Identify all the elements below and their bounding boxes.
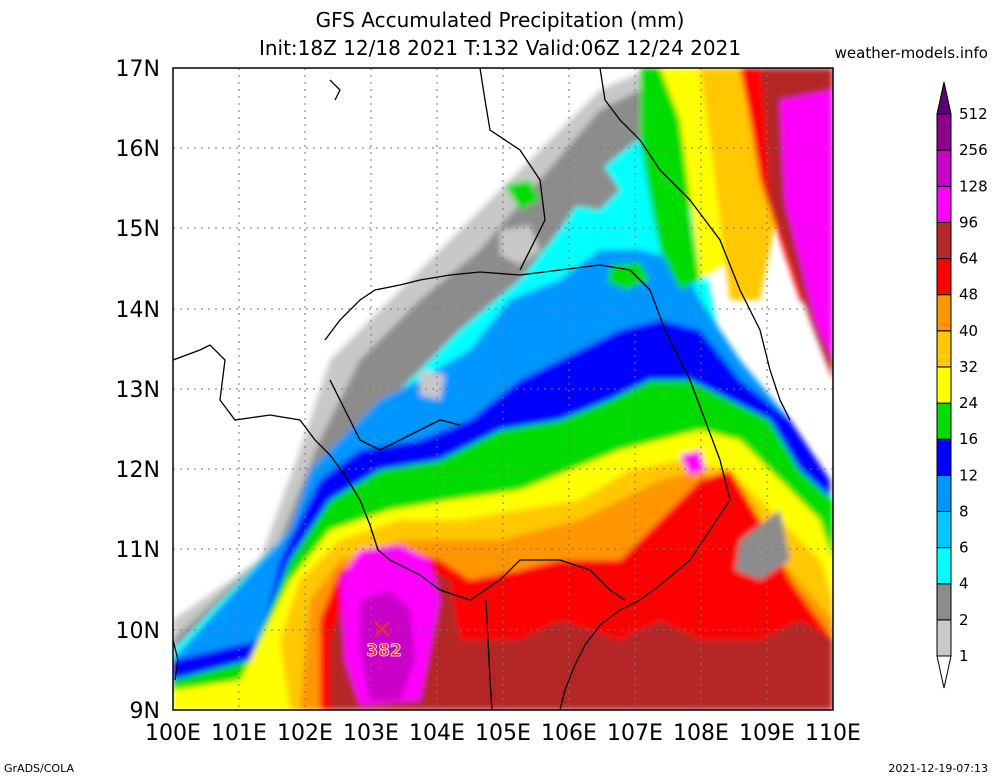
colorbar-box bbox=[936, 438, 952, 476]
lat-label: 16N bbox=[116, 137, 160, 162]
colorbar-low-triangle bbox=[936, 655, 952, 689]
colorbar-label: 256 bbox=[959, 141, 988, 159]
colorbar-label: 32 bbox=[959, 358, 978, 376]
colorbar-box bbox=[936, 221, 952, 260]
lon-label: 100E bbox=[145, 721, 201, 746]
lat-label: 11N bbox=[116, 538, 160, 563]
colorbar-box bbox=[936, 510, 952, 549]
footer-left: GrADS/COLA bbox=[4, 762, 74, 775]
lon-label: 101E bbox=[211, 721, 267, 746]
colorbar-box bbox=[936, 185, 952, 223]
colorbar-label: 24 bbox=[959, 394, 978, 412]
colorbar-label: 12 bbox=[959, 466, 978, 484]
max-precip-value: 382 bbox=[366, 641, 402, 661]
graticule bbox=[173, 68, 833, 710]
colorbar-box bbox=[936, 294, 952, 332]
colorbar-label: 2 bbox=[959, 611, 969, 629]
lat-label: 10N bbox=[116, 619, 160, 644]
lon-label: 106E bbox=[541, 721, 597, 746]
colorbar-high-triangle bbox=[936, 81, 952, 115]
colorbar-label: 512 bbox=[959, 105, 988, 123]
max-precip-marker: 382 bbox=[366, 621, 402, 661]
lat-label: 9N bbox=[130, 699, 160, 724]
colorbar-box bbox=[936, 583, 952, 621]
colorbar-box bbox=[936, 366, 952, 404]
colorbar-label: 64 bbox=[959, 250, 978, 268]
map-frame bbox=[172, 67, 834, 711]
colorbar-box bbox=[936, 330, 952, 368]
lon-label: 108E bbox=[673, 721, 729, 746]
colorbar-label: 48 bbox=[959, 286, 978, 304]
lat-label: 14N bbox=[116, 298, 160, 323]
lon-label: 109E bbox=[739, 721, 795, 746]
footer-right: 2021-12-19-07:13 bbox=[888, 762, 988, 775]
lon-label: 107E bbox=[607, 721, 663, 746]
lon-label: 103E bbox=[343, 721, 399, 746]
colorbar-label: 1 bbox=[959, 647, 969, 665]
colorbar-box bbox=[936, 402, 952, 440]
colorbar-label: 96 bbox=[959, 213, 978, 231]
colorbar-label: 6 bbox=[959, 539, 969, 557]
lat-axis: 17N 16N 15N 14N 13N 12N 11N 10N 9N bbox=[116, 57, 160, 724]
lat-label: 15N bbox=[116, 217, 160, 242]
lon-label: 105E bbox=[475, 721, 531, 746]
lon-label: 110E bbox=[805, 721, 861, 746]
colorbar-label: 16 bbox=[959, 430, 978, 448]
lat-label: 17N bbox=[116, 57, 160, 82]
colorbar-box bbox=[936, 149, 952, 187]
colorbar-box bbox=[936, 258, 952, 296]
lon-axis: 100E 101E 102E 103E 104E 105E 106E 107E … bbox=[145, 721, 861, 746]
lon-label: 102E bbox=[277, 721, 333, 746]
colorbar-label: 128 bbox=[959, 177, 988, 195]
colorbar-box bbox=[936, 619, 952, 657]
colorbar-box bbox=[936, 474, 952, 512]
colorbar-label: 8 bbox=[959, 502, 969, 520]
colorbar-box bbox=[936, 547, 952, 585]
map-title: GFS Accumulated Precipitation (mm) bbox=[315, 8, 685, 32]
colorbar-label: 4 bbox=[959, 575, 969, 593]
map-subtitle: Init:18Z 12/18 2021 T:132 Valid:06Z 12/2… bbox=[258, 36, 742, 60]
borders bbox=[173, 68, 791, 710]
colorbar-box bbox=[936, 113, 952, 151]
credit-text: weather-models.info bbox=[834, 44, 988, 62]
lon-label: 104E bbox=[409, 721, 465, 746]
lat-label: 12N bbox=[116, 458, 160, 483]
colorbar-label: 40 bbox=[959, 322, 978, 340]
lat-label: 13N bbox=[116, 378, 160, 403]
